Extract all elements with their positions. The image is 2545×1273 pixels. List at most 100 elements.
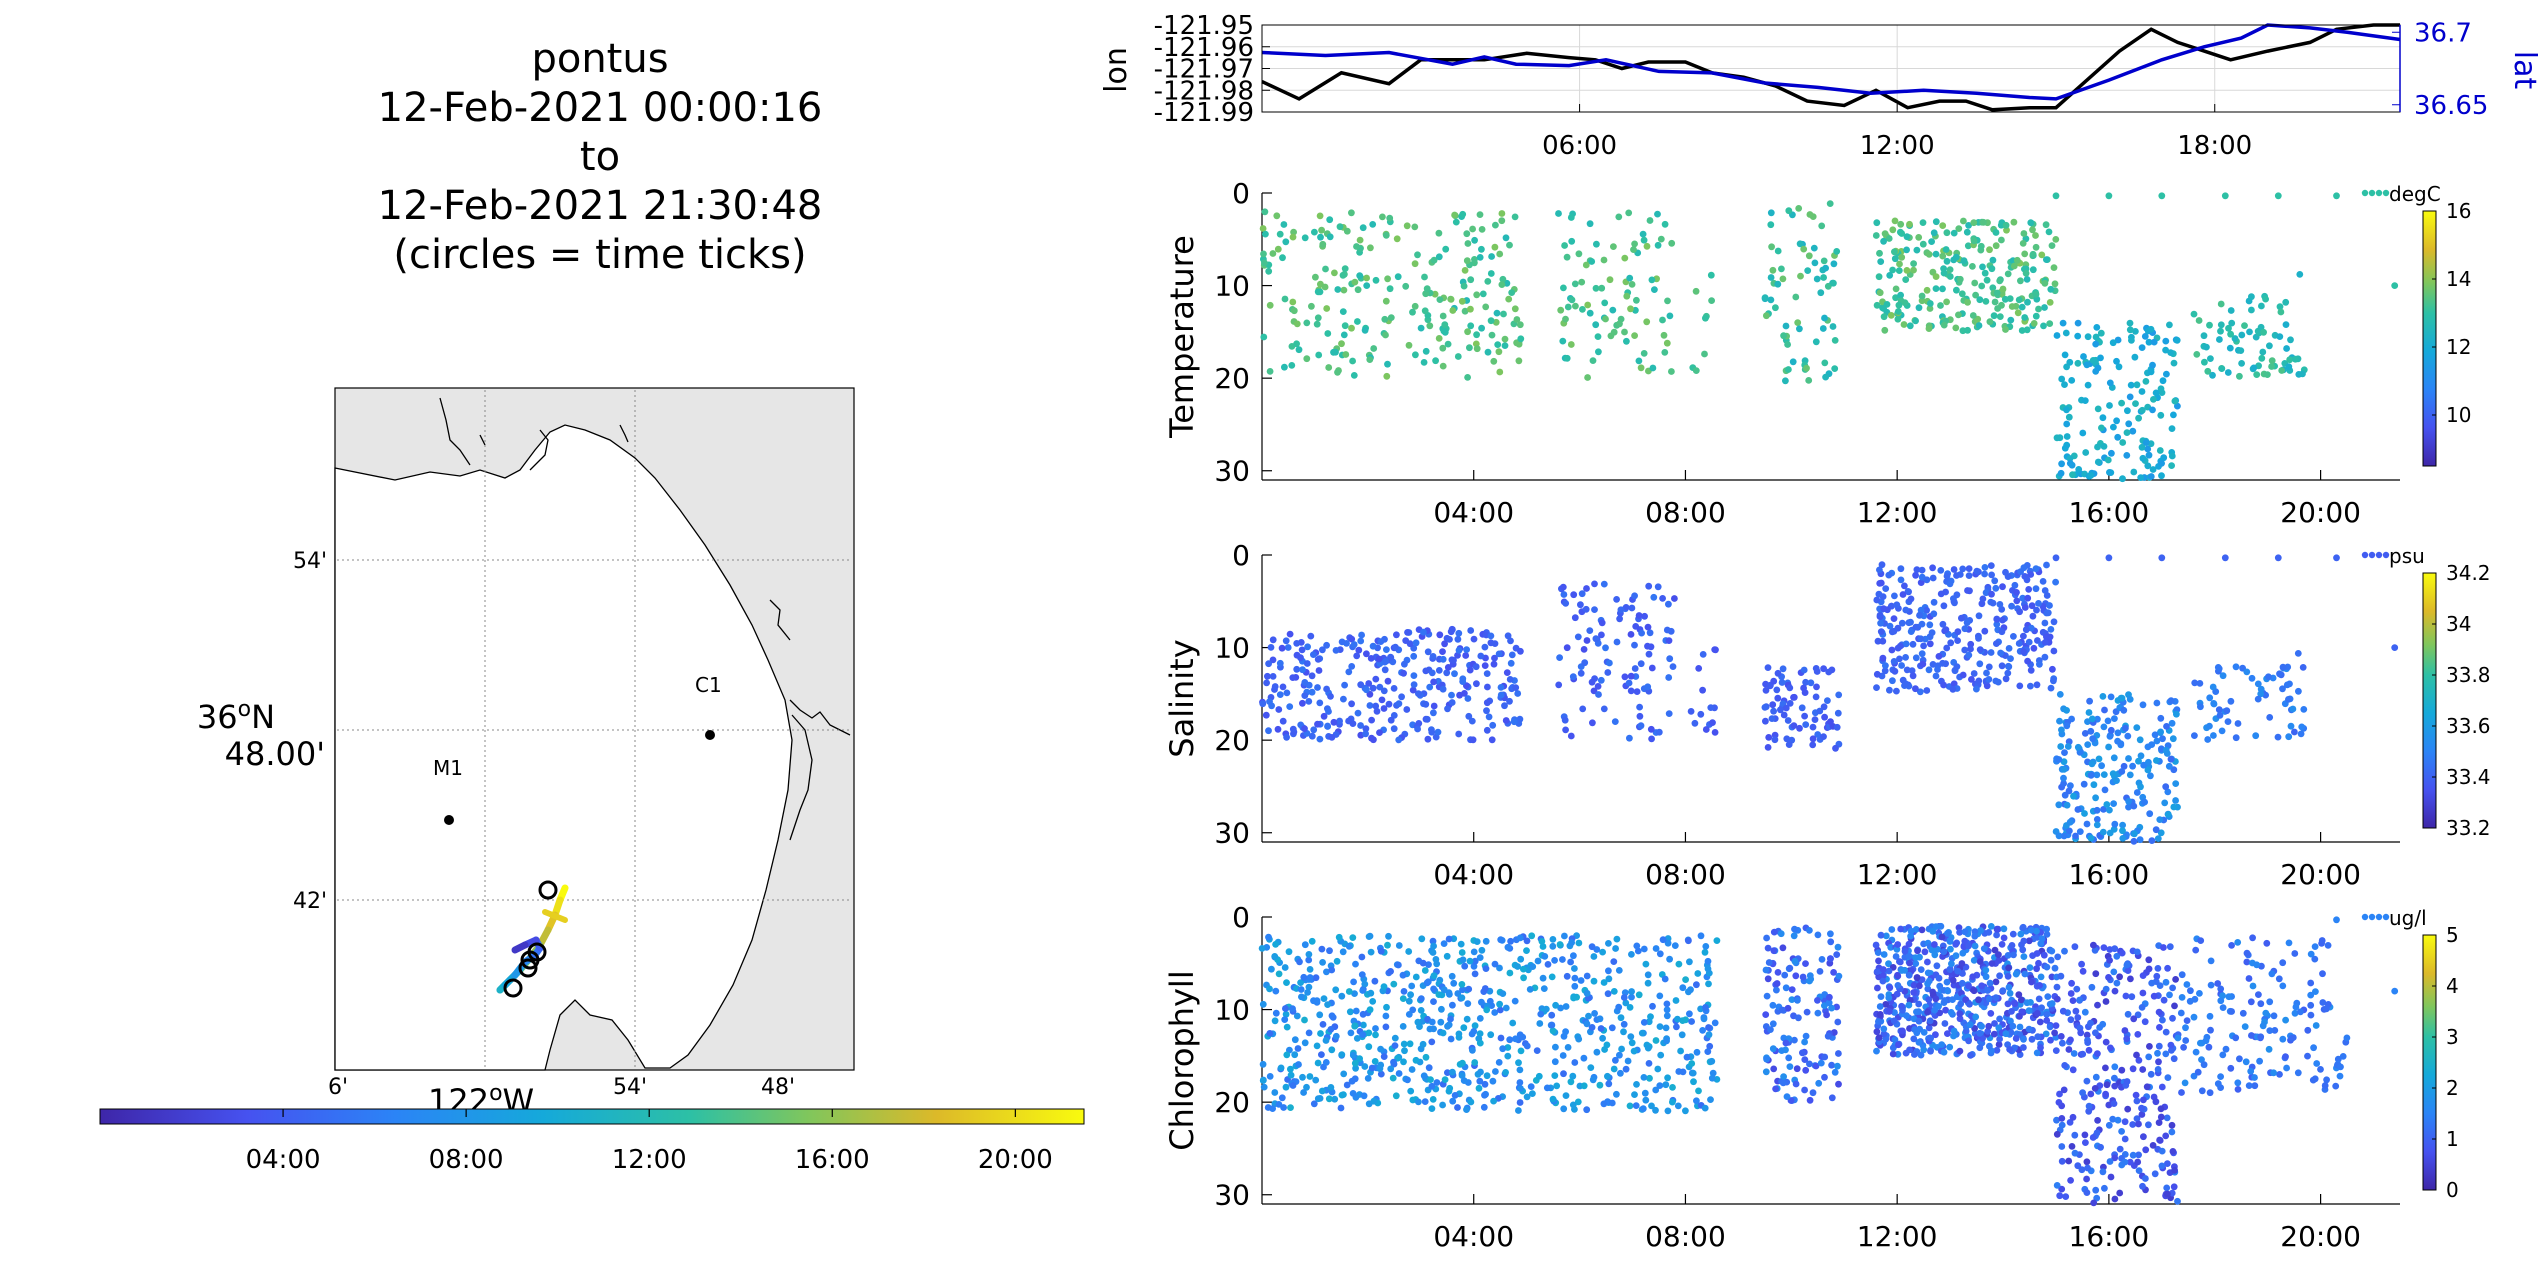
scatter-point xyxy=(1463,230,1471,238)
scatter-point xyxy=(1898,662,1905,669)
scatter-point xyxy=(1769,266,1777,274)
scatter-point xyxy=(1423,979,1431,987)
scatter-point xyxy=(1498,281,1506,288)
scatter-point xyxy=(2239,1009,2247,1017)
scatter-point xyxy=(2107,1173,2115,1181)
scatter-point xyxy=(1912,685,1919,693)
scatter-point xyxy=(1923,606,1930,614)
scatter-point xyxy=(2126,393,2134,401)
scatter-point xyxy=(1265,727,1272,735)
scatter-point xyxy=(1484,278,1492,285)
scatter-point xyxy=(1814,1009,1822,1017)
scatter-point xyxy=(1906,959,1913,967)
scatter-point xyxy=(1893,601,1901,609)
scatter-point xyxy=(1428,1018,1436,1026)
scatter-point xyxy=(2005,663,2013,671)
scatter-point xyxy=(1435,335,1443,342)
scatter-point xyxy=(2057,743,2065,750)
scatter-point xyxy=(1507,659,1515,667)
scatter-point xyxy=(2092,333,2100,341)
scatter-point xyxy=(1267,644,1275,651)
scatter-point xyxy=(2206,1012,2214,1020)
scatter-point xyxy=(1702,943,1710,950)
scatter-point xyxy=(1976,958,1984,965)
scatter-point xyxy=(1417,1007,1425,1014)
scatter-point xyxy=(1913,246,1921,254)
scatter-point xyxy=(1940,602,1948,610)
scatter-point xyxy=(1301,725,1308,733)
scatter-point xyxy=(2148,837,2156,844)
scatter-point xyxy=(2004,270,2012,278)
scatter-point xyxy=(1905,952,1913,960)
scatter-point xyxy=(2127,381,2135,389)
scatter-point xyxy=(1885,1008,1893,1015)
scatter-point xyxy=(1330,348,1337,356)
scatter-point xyxy=(1568,939,1575,946)
scatter-point xyxy=(1394,273,1402,281)
scatter-point xyxy=(1467,322,1475,330)
scatter-point xyxy=(2268,970,2276,978)
scatter-point xyxy=(2050,264,2058,271)
scatter-point xyxy=(1570,591,1578,599)
scatter-point xyxy=(1970,957,1978,964)
scatter-point xyxy=(1914,947,1921,955)
scatter-point xyxy=(1977,927,1984,934)
scatter-point xyxy=(2129,762,2137,770)
scatter-point xyxy=(1356,1055,1363,1063)
scatter-point xyxy=(2119,439,2127,446)
scatter-point xyxy=(2225,993,2233,1001)
scatter-point xyxy=(1891,1036,1899,1043)
scatter-point xyxy=(1471,236,1478,244)
scatter-point xyxy=(1339,308,1347,315)
scatter-point xyxy=(2152,1098,2160,1106)
scatter-point xyxy=(1529,963,1537,970)
scatter-point xyxy=(1986,1042,1993,1050)
scatter-point xyxy=(1685,937,1692,945)
scatter-point xyxy=(2118,768,2126,775)
scatter-point xyxy=(1785,741,1793,748)
scatter-point xyxy=(1770,707,1777,715)
scatter-point xyxy=(1350,978,1357,986)
scatter-point xyxy=(2019,946,2027,954)
scatter-point xyxy=(2157,1105,2165,1113)
scatter-point xyxy=(1455,646,1463,654)
scatter-point xyxy=(1654,583,1662,591)
scatter-point xyxy=(1407,1087,1415,1095)
scatter-point xyxy=(1672,997,1680,1004)
scatter-point xyxy=(1925,325,1933,332)
scatter-point xyxy=(1259,700,1267,708)
scatter-point xyxy=(2118,949,2126,957)
scatter-point xyxy=(1711,1019,1719,1027)
track-time-tick xyxy=(518,958,538,978)
scatter-point xyxy=(1441,321,1449,329)
scatter-point xyxy=(1679,1017,1686,1024)
scatter-point xyxy=(1571,1059,1579,1066)
scatter-point xyxy=(1910,981,1918,989)
scatter-point xyxy=(1705,1024,1712,1031)
scatter-point xyxy=(1802,721,1810,728)
scatter-point xyxy=(2100,443,2108,450)
scatter-point xyxy=(1615,213,1623,221)
scatter-point xyxy=(1320,712,1328,720)
scatter-point xyxy=(1991,298,1999,306)
scatter-point xyxy=(1925,1024,1933,1032)
scatter-point xyxy=(1282,637,1290,645)
scatter-point xyxy=(1510,718,1518,726)
scatter-point xyxy=(2048,1000,2056,1007)
scatter-point xyxy=(2083,1158,2091,1166)
scatter-point xyxy=(2027,666,2035,674)
scatter-point xyxy=(1548,1011,1556,1019)
scatter-point xyxy=(1322,265,1329,273)
scatter-point xyxy=(1906,1025,1913,1032)
scatter-point xyxy=(2139,989,2147,997)
scatter-point xyxy=(1988,265,1996,273)
scatter-point xyxy=(2319,999,2327,1006)
scatter-point xyxy=(1630,246,1637,254)
scatter-point xyxy=(1805,377,1813,384)
scatter-point xyxy=(2085,1107,2093,1115)
scatter-point xyxy=(1885,967,1893,975)
scatter-point xyxy=(2169,735,2177,743)
scatter-point xyxy=(1265,660,1272,668)
scatter-point xyxy=(1461,267,1469,274)
scatter-point xyxy=(1324,330,1332,337)
